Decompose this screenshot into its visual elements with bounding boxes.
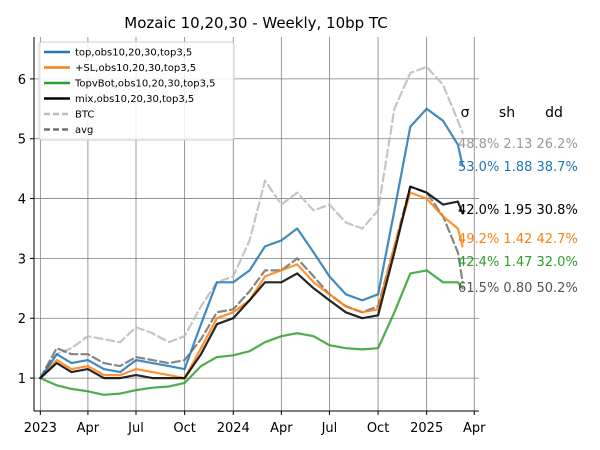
stats-header: sh — [499, 105, 515, 121]
y-tick-label: 4 — [18, 193, 26, 208]
stats-row: 49.2% 1.42 42.7% — [458, 232, 578, 247]
y-tick-label: 1 — [18, 372, 26, 387]
x-tick-label: Oct — [367, 421, 389, 436]
x-tick-label: Jul — [127, 421, 144, 436]
chart-title: Mozaic 10,20,30 - Weekly, 10bp TC — [124, 14, 387, 32]
x-tick-label: Oct — [173, 421, 195, 436]
legend-label: BTC — [75, 110, 94, 121]
series-line — [39, 185, 464, 380]
x-tick-label: Apr — [270, 421, 293, 436]
stats-header: dd — [545, 105, 563, 121]
y-tick-label: 3 — [18, 252, 26, 267]
axes — [33, 37, 479, 412]
legend-label: top,obs10,20,30,top3,5 — [75, 48, 192, 59]
y-ticks: 1 2 3 4 5 6 — [18, 73, 34, 387]
x-tick-label: 2025 — [410, 421, 443, 436]
series-line — [39, 185, 464, 380]
x-tick-label: Apr — [77, 421, 100, 436]
stats-header: σ — [461, 105, 470, 121]
series-layer — [39, 65, 464, 396]
x-tick-label: 2023 — [24, 421, 57, 436]
y-tick-label: 2 — [18, 312, 26, 327]
x-ticks: 2023 Apr Jul Oct 2024 Apr Jul Oct 2025 Apr — [24, 411, 486, 436]
stats-row: 42.4% 1.47 32.0% — [458, 255, 578, 270]
y-tick-label: 6 — [18, 73, 26, 88]
series-line — [39, 107, 464, 380]
legend-label: +SL,obs10,20,30,top3,5 — [75, 63, 196, 74]
stats-row: 48.8% 2.13 26.2% — [458, 137, 578, 152]
legend-label: TopvBot,obs10,20,30,top3,5 — [74, 79, 216, 90]
x-tick-label: Apr — [463, 421, 486, 436]
stats-row: 42.0% 1.95 30.8% — [458, 203, 578, 218]
stats-row: 53.0% 1.88 38.7% — [458, 160, 578, 175]
series-line — [39, 65, 464, 380]
legend-box — [38, 41, 235, 141]
stats-panel: σ sh dd 48.8% 2.13 26.2% 53.0% 1.88 38.7% 42.… — [458, 105, 578, 296]
legend-label: avg — [75, 125, 93, 136]
series-line — [39, 269, 464, 396]
x-tick-label: 2024 — [217, 421, 250, 436]
legend: top,obs10,20,30,top3,5 +SL,obs10,20,30,to… — [38, 41, 235, 141]
legend-label: mix,obs10,20,30,top3,5 — [75, 94, 194, 105]
y-tick-label: 5 — [18, 133, 26, 148]
stats-row: 61.5% 0.80 50.2% — [458, 281, 578, 296]
x-tick-label: Jul — [321, 421, 338, 436]
